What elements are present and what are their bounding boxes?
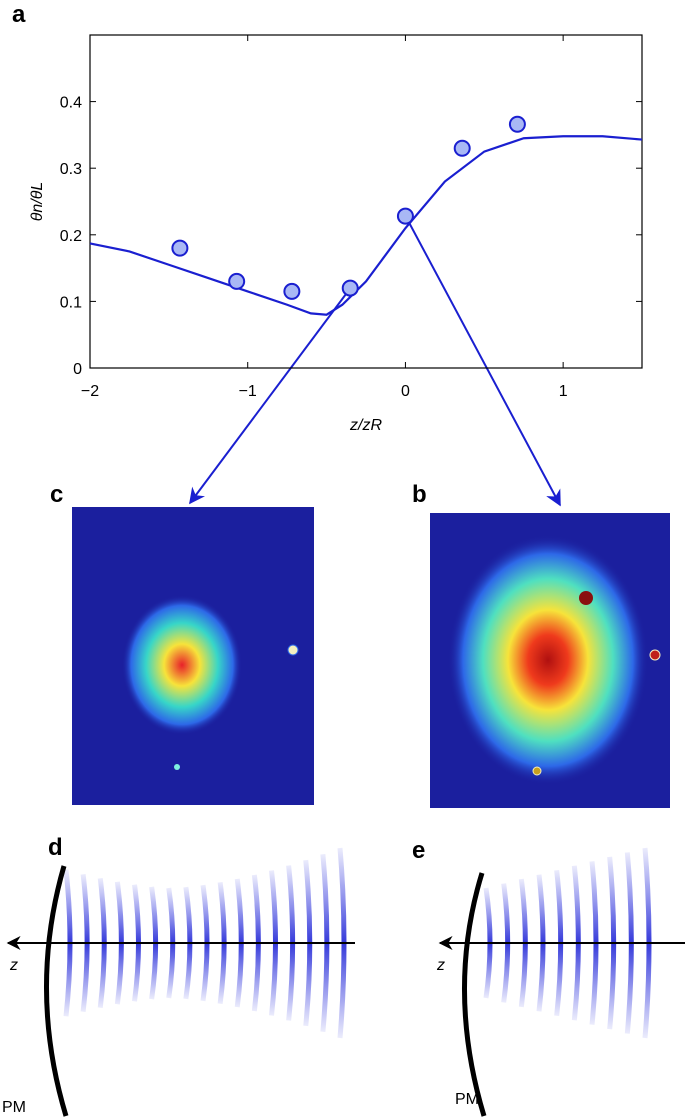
arrow <box>404 214 561 507</box>
y-tick-label: 0.1 <box>60 294 82 311</box>
beam-image-c <box>72 507 314 805</box>
y-axis-label: θn/θL <box>29 182 46 222</box>
x-tick-label: −2 <box>81 383 99 400</box>
panel-label: e <box>412 837 425 864</box>
mirror-label: PM <box>455 1091 479 1108</box>
plot-frame <box>89 34 643 369</box>
axis-symbol: z <box>436 957 445 974</box>
data-point <box>341 279 359 297</box>
data-point <box>228 272 246 290</box>
y-tick-label: 0 <box>73 361 82 378</box>
y-tick-label: 0.4 <box>60 95 82 112</box>
data-point <box>453 139 471 157</box>
mirror <box>462 872 487 1117</box>
y-tick-label: 0.3 <box>60 161 82 178</box>
mirror-label: PM <box>2 1099 26 1116</box>
x-tick-label: 1 <box>559 383 568 400</box>
data-point <box>171 239 189 257</box>
panel-label: b <box>412 481 427 508</box>
data-point <box>508 115 526 133</box>
arrow <box>189 289 350 505</box>
x-axis-label: z/zR <box>349 417 382 434</box>
x-tick-label: 0 <box>401 383 410 400</box>
fit-curve <box>89 135 643 316</box>
x-tick-label: −1 <box>239 383 257 400</box>
panel-label: a <box>12 1 26 28</box>
plot: −2 −1 0 1 0 0.1 0.2 0.3 0.4 z/zR θn/θL <box>29 34 643 434</box>
y-tick-label: 0.2 <box>60 228 82 245</box>
data-point <box>396 207 414 225</box>
data-point <box>283 282 301 300</box>
panel-label: c <box>50 481 63 508</box>
mirror <box>44 865 69 1117</box>
panel-label: d <box>48 834 63 861</box>
axis-symbol: z <box>9 957 18 974</box>
beam-image-b <box>430 513 670 808</box>
